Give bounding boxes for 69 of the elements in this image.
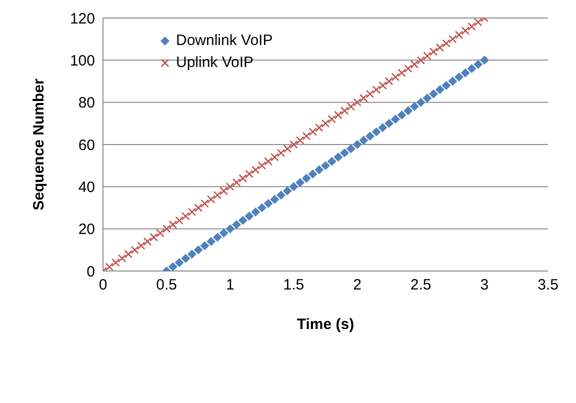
- x-tick-label: 0.5: [156, 276, 177, 294]
- point: [359, 136, 368, 145]
- point: [282, 186, 292, 196]
- x-tick-label: 2.5: [410, 276, 432, 294]
- point: [442, 80, 451, 90]
- point: [200, 241, 210, 250]
- point: [429, 89, 438, 98]
- point: [384, 118, 394, 128]
- point: [194, 245, 203, 254]
- point: [378, 123, 388, 132]
- point: [397, 110, 406, 120]
- y-tick-label: 100: [70, 52, 95, 70]
- point: [181, 254, 190, 263]
- point: [334, 152, 343, 162]
- point: [251, 207, 260, 216]
- point: [308, 170, 318, 179]
- legend-label: Uplink VoIP: [176, 53, 254, 73]
- point: [410, 102, 419, 112]
- x-tick-label: 3.5: [538, 276, 558, 294]
- point: [174, 258, 184, 268]
- point: [366, 132, 374, 141]
- point: [168, 262, 178, 271]
- point: [467, 64, 476, 74]
- point: [276, 190, 286, 200]
- point: [340, 148, 350, 158]
- point: [270, 194, 280, 204]
- point: [346, 144, 356, 154]
- point: [212, 232, 222, 242]
- point: [390, 114, 400, 124]
- point: [289, 182, 298, 192]
- point: [480, 56, 489, 65]
- point: [296, 178, 305, 187]
- y-tick-label: 0: [86, 263, 95, 280]
- y-axis-title: Sequence Number: [30, 78, 48, 210]
- point: [454, 72, 464, 82]
- point: [327, 156, 336, 166]
- point: [460, 68, 470, 78]
- point: [244, 212, 254, 221]
- point: [372, 127, 381, 136]
- point: [232, 220, 241, 230]
- point: [188, 250, 196, 259]
- x-tick-label: 0: [98, 276, 108, 294]
- point: [302, 174, 311, 183]
- y-tick-label: 20: [78, 221, 95, 238]
- x-tick-label: 2: [353, 276, 362, 294]
- point: [206, 236, 216, 246]
- x-tick-label: 3: [480, 276, 489, 294]
- point: [257, 203, 266, 212]
- point: [435, 85, 444, 94]
- point: [226, 224, 235, 234]
- point: [321, 161, 330, 170]
- x-tick-label: 1.5: [283, 276, 304, 294]
- y-tick-label: 120: [70, 10, 95, 28]
- point: [264, 199, 273, 208]
- point: [474, 60, 483, 69]
- point: [422, 94, 432, 103]
- legend-label: Downlink VoIP: [176, 31, 273, 51]
- point: [219, 228, 228, 238]
- x-axis-title: Time (s): [296, 316, 354, 333]
- point: [352, 140, 362, 149]
- point: [404, 106, 413, 116]
- y-tick-label: 80: [78, 94, 95, 112]
- point: [314, 165, 324, 174]
- y-tick-label: 40: [78, 178, 95, 196]
- x-tick-label: 1: [226, 276, 234, 294]
- point: [448, 76, 458, 86]
- point: [238, 216, 248, 225]
- point: [416, 98, 426, 107]
- y-tick-label: 60: [78, 136, 95, 154]
